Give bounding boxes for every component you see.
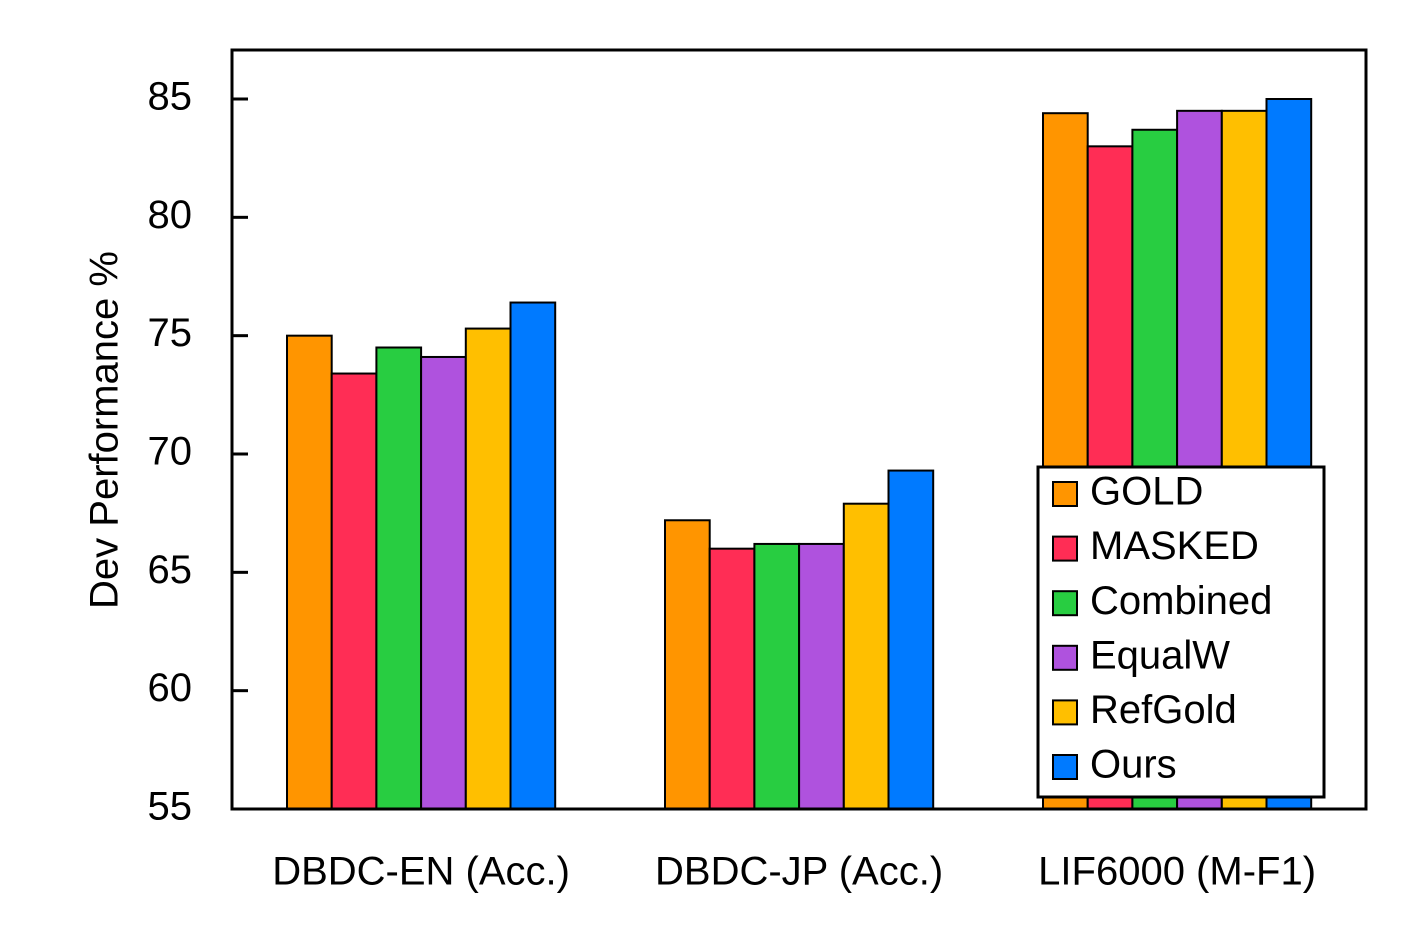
bar-combined-2 (753, 542, 801, 811)
legend: GOLD MASKED Combined EqualW RefGold Ours (1036, 465, 1326, 799)
legend-swatch-gold (1052, 481, 1078, 507)
x-category-label: DBDC-EN (Acc.) (272, 850, 570, 894)
x-axis: DBDC-EN (Acc.) DBDC-JP (Acc.) LIF6000 (M-F… (272, 850, 1316, 894)
bar-equalw-1 (420, 355, 467, 810)
legend-swatch-masked (1052, 535, 1078, 562)
legend-swatch-ours (1052, 754, 1078, 780)
bar-gold-1 (286, 334, 333, 810)
x-category-label: DBDC-JP (Acc.) (655, 850, 943, 894)
y-tick-label: 85 (148, 75, 193, 119)
bar-gold-2 (664, 519, 711, 810)
bar-ours-1 (509, 301, 557, 810)
legend-label-refgold: RefGold (1090, 688, 1237, 732)
legend-label-equalw: EqualW (1090, 633, 1230, 677)
bar-ours-2 (887, 469, 935, 810)
plot-frame (230, 48, 1368, 811)
y-axis: 55 60 65 70 75 80 85 (148, 75, 248, 829)
legend-swatch-equalw (1052, 644, 1078, 671)
y-tick-label: 80 (148, 193, 193, 237)
bar-masked-2 (708, 547, 756, 811)
y-axis-title: Dev Performance % (83, 251, 127, 609)
bar-equalw-2 (798, 542, 845, 811)
legend-box (1036, 465, 1326, 799)
y-tick-label: 70 (148, 430, 193, 474)
y-tick-label: 55 (148, 785, 193, 829)
bar-combined-1 (375, 346, 423, 810)
legend-label-ours: Ours (1090, 743, 1177, 787)
legend-swatch-refgold (1052, 699, 1078, 726)
legend-swatch-combined (1052, 590, 1078, 617)
legend-label-masked: MASKED (1090, 524, 1259, 568)
x-category-label: LIF6000 (M-F1) (1038, 850, 1316, 894)
y-tick-label: 60 (148, 666, 193, 710)
bar-refgold-2 (842, 502, 890, 810)
bar-masked-1 (330, 372, 378, 810)
y-tick-label: 65 (148, 548, 193, 592)
bar-refgold-1 (464, 327, 512, 810)
y-tick-label: 75 (148, 311, 193, 355)
legend-label-gold: GOLD (1090, 470, 1203, 514)
legend-label-combined: Combined (1090, 579, 1272, 623)
